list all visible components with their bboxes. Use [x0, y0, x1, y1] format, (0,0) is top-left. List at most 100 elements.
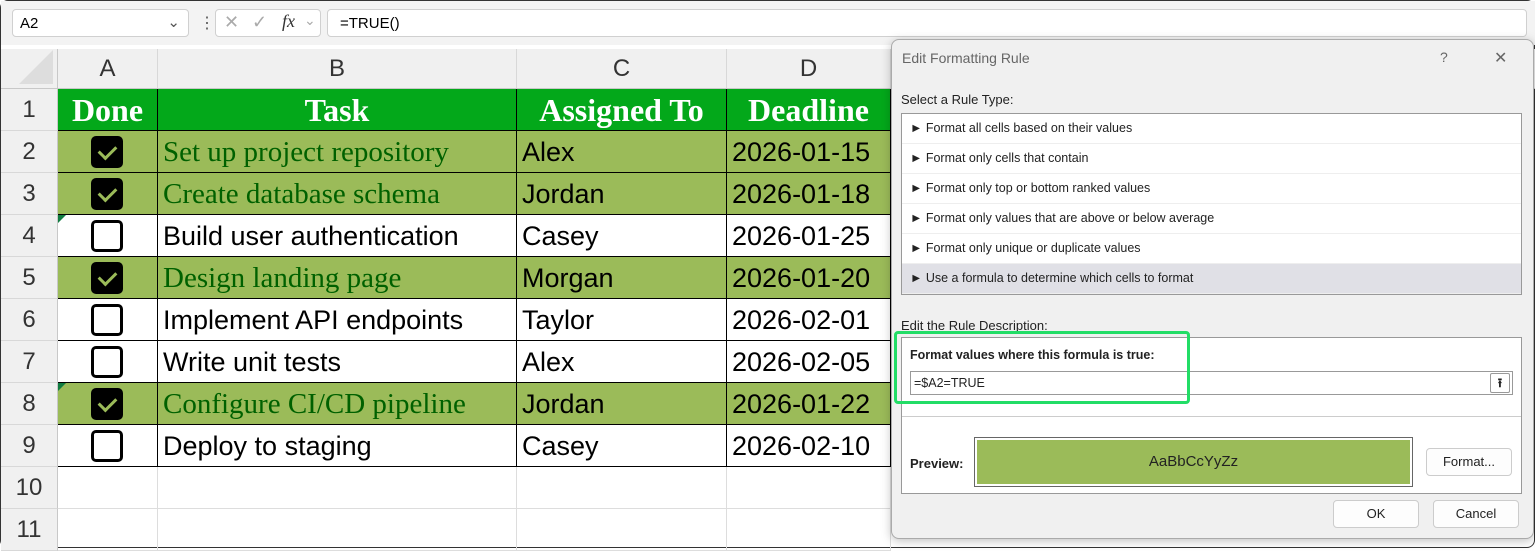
description-label: Edit the Rule Description: [901, 318, 1048, 333]
rule-type-label: Select a Rule Type: [901, 92, 1014, 107]
assigned-cell[interactable]: Jordan [517, 383, 727, 425]
done-cell[interactable] [58, 299, 158, 341]
task-cell[interactable]: Set up project repository [158, 131, 517, 173]
task-cell[interactable]: Implement API endpoints [158, 299, 517, 341]
assigned-cell[interactable]: Casey [517, 215, 727, 257]
close-button[interactable]: ✕ [1494, 50, 1508, 67]
empty-cell[interactable] [158, 509, 517, 551]
help-button[interactable]: ? [1440, 49, 1448, 65]
rule-type-item[interactable]: ► Format only values that are above or b… [902, 204, 1521, 234]
column-header-D[interactable]: D [727, 49, 891, 89]
task-cell[interactable]: Write unit tests [158, 341, 517, 383]
name-box[interactable]: A2 ⌄ [12, 9, 189, 37]
formula-input[interactable]: =TRUE() [327, 9, 1527, 37]
checkbox[interactable] [91, 136, 123, 168]
select-all-button[interactable] [1, 49, 58, 89]
column-header-B[interactable]: B [158, 49, 517, 89]
assigned-cell[interactable]: Casey [517, 425, 727, 467]
assigned-cell[interactable]: Morgan [517, 257, 727, 299]
row-header-10[interactable]: 10 [1, 467, 58, 509]
deadline-cell[interactable]: 2026-02-01 [727, 299, 891, 341]
fx-icon[interactable]: fx [282, 11, 295, 31]
empty-cell[interactable] [517, 509, 727, 551]
name-box-value: A2 [20, 15, 39, 32]
preview-text: AaBbCcYyZz [977, 440, 1410, 484]
done-cell[interactable] [58, 215, 158, 257]
row-header-2[interactable]: 2 [1, 131, 58, 173]
chevron-down-icon[interactable]: ⌄ [167, 14, 180, 31]
column-header-C[interactable]: C [517, 49, 727, 89]
done-cell[interactable] [58, 425, 158, 467]
row-header-1[interactable]: 1 [1, 89, 58, 131]
checkbox[interactable] [91, 388, 123, 420]
header-cell[interactable]: Done [58, 89, 158, 131]
checkbox[interactable] [91, 262, 123, 294]
deadline-cell[interactable]: 2026-01-25 [727, 215, 891, 257]
assigned-cell[interactable]: Taylor [517, 299, 727, 341]
enter-icon[interactable]: ✓ [252, 12, 268, 32]
rule-type-item[interactable]: ► Format only top or bottom ranked value… [902, 174, 1521, 204]
deadline-cell[interactable]: 2026-02-10 [727, 425, 891, 467]
row-header-3[interactable]: 3 [1, 173, 58, 215]
done-cell[interactable] [58, 173, 158, 215]
empty-cell[interactable] [727, 467, 891, 509]
empty-cell[interactable] [158, 467, 517, 509]
header-cell[interactable]: Assigned To [517, 89, 727, 131]
deadline-cell[interactable]: 2026-01-18 [727, 173, 891, 215]
row-header-11[interactable]: 11 [1, 509, 58, 551]
header-cell[interactable]: Deadline [727, 89, 891, 131]
format-button[interactable]: Format... [1426, 448, 1512, 476]
assigned-cell[interactable]: Alex [517, 341, 727, 383]
done-cell[interactable] [58, 131, 158, 173]
checkbox[interactable] [91, 220, 123, 252]
row-header-5[interactable]: 5 [1, 257, 58, 299]
empty-cell[interactable] [517, 467, 727, 509]
task-cell[interactable]: Configure CI/CD pipeline [158, 383, 517, 425]
ok-button[interactable]: OK [1333, 500, 1419, 528]
checkbox[interactable] [91, 346, 123, 378]
column-header-A[interactable]: A [58, 49, 158, 89]
checkbox[interactable] [91, 430, 123, 462]
rule-type-item[interactable]: ► Use a formula to determine which cells… [902, 264, 1521, 294]
rule-type-item[interactable]: ► Format all cells based on their values [902, 114, 1521, 144]
row-header-6[interactable]: 6 [1, 299, 58, 341]
chevron-down-icon[interactable]: ⌄ [304, 12, 316, 28]
checkbox[interactable] [91, 304, 123, 336]
task-cell[interactable]: Deploy to staging [158, 425, 517, 467]
deadline-cell[interactable]: 2026-01-15 [727, 131, 891, 173]
task-cell[interactable]: Build user authentication [158, 215, 517, 257]
checkbox[interactable] [91, 178, 123, 210]
done-cell[interactable] [58, 383, 158, 425]
empty-cell[interactable] [58, 509, 158, 551]
collapse-dialog-icon[interactable]: ⭱ [1490, 373, 1510, 393]
rule-type-list[interactable]: ► Format all cells based on their values… [901, 113, 1522, 295]
rule-type-item[interactable]: ► Format only cells that contain [902, 144, 1521, 174]
deadline-cell[interactable]: 2026-02-05 [727, 341, 891, 383]
empty-cell[interactable] [727, 509, 891, 551]
deadline-cell[interactable]: 2026-01-22 [727, 383, 891, 425]
assigned-cell[interactable]: Jordan [517, 173, 727, 215]
row-header-7[interactable]: 7 [1, 341, 58, 383]
done-cell[interactable] [58, 341, 158, 383]
rule-formula-input[interactable]: =$A2=TRUE ⭱ [910, 371, 1513, 395]
empty-cell[interactable] [58, 467, 158, 509]
cancel-button[interactable]: Cancel [1433, 500, 1519, 528]
rule-type-item[interactable]: ► Format only unique or duplicate values [902, 234, 1521, 264]
cancel-icon[interactable]: ✕ [224, 12, 240, 32]
deadline-cell[interactable]: 2026-01-20 [727, 257, 891, 299]
row-header-8[interactable]: 8 [1, 383, 58, 425]
formula-buttons: ✕ ✓ fx ⌄ [215, 9, 321, 37]
highlight-box [894, 331, 1190, 404]
error-indicator [58, 383, 66, 391]
done-cell[interactable] [58, 257, 158, 299]
row-header-4[interactable]: 4 [1, 215, 58, 257]
task-cell[interactable]: Create database schema [158, 173, 517, 215]
row-header-9[interactable]: 9 [1, 425, 58, 467]
task-cell[interactable]: Design landing page [158, 257, 517, 299]
more-icon[interactable]: ⋮ [199, 15, 215, 32]
edit-formatting-rule-dialog: Edit Formatting Rule ? ✕ Select a Rule T… [891, 39, 1534, 539]
header-cell[interactable]: Task [158, 89, 517, 131]
assigned-cell[interactable]: Alex [517, 131, 727, 173]
divider [902, 416, 1521, 417]
rule-formula-value: =$A2=TRUE [914, 376, 985, 390]
